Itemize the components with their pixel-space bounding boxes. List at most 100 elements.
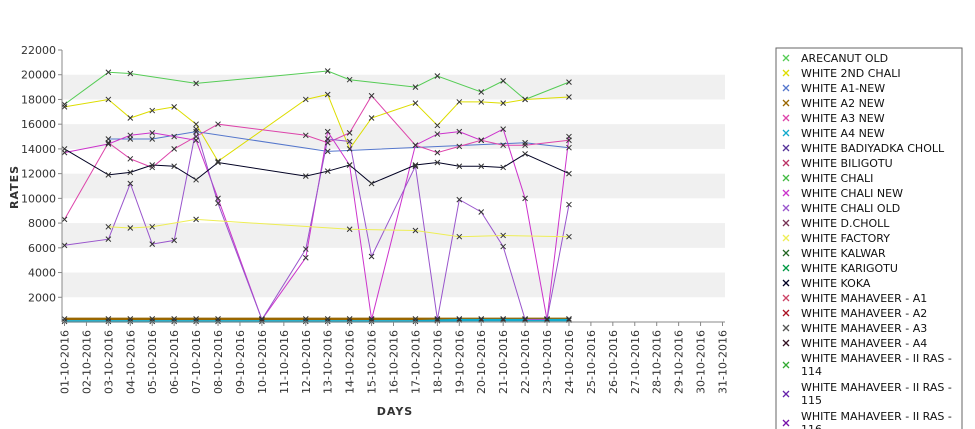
data-point-marker (61, 242, 68, 249)
x-tick-label: 29-10-2016 (673, 330, 686, 394)
data-point-marker (522, 96, 528, 103)
x-tick-label: 22-10-2016 (519, 330, 532, 394)
y-tick-label: 18000 (21, 93, 56, 106)
data-point-marker (61, 316, 68, 322)
x-tick-label: 25-10-2016 (585, 330, 598, 394)
data-point-marker (193, 121, 199, 128)
y-tick-label: 8000 (28, 217, 56, 230)
data-point-marker (105, 316, 112, 322)
data-point-marker (215, 316, 221, 322)
data-point-marker (434, 149, 441, 156)
data-point-marker (434, 316, 441, 323)
data-point-marker (478, 163, 485, 170)
data-point-marker (500, 316, 507, 322)
legend-marker (782, 159, 790, 167)
data-point-marker (127, 316, 134, 322)
grid-band (62, 74, 725, 100)
data-point-marker (456, 316, 463, 322)
data-point-marker (456, 128, 463, 135)
data-point-marker (193, 316, 199, 322)
legend-label: WHITE A4 NEW (801, 127, 885, 140)
data-point-marker (434, 122, 441, 129)
data-point-marker (61, 101, 68, 108)
x-tick-label: 31-10-2016 (717, 330, 730, 394)
legend-marker (782, 69, 790, 77)
legend-label: 116 (801, 423, 822, 429)
data-point-marker (193, 216, 199, 223)
legend-marker (782, 219, 790, 227)
series-markers (61, 68, 572, 325)
y-tick-label: 6000 (28, 242, 56, 255)
legend-marker (782, 144, 790, 152)
legend-items: ARECANUT OLD WHITE 2ND CHALI WHITE A1-NEW W… (782, 52, 952, 429)
data-point-marker (566, 94, 572, 100)
legend-label: WHITE MAHAVEER - II RAS - (801, 352, 952, 365)
data-point-marker (171, 163, 178, 170)
x-tick-label: 20-10-2016 (475, 330, 488, 394)
data-point-marker (105, 172, 112, 178)
x-tick-label: 27-10-2016 (629, 330, 642, 394)
legend-marker (782, 390, 790, 398)
legend-label: WHITE CHALI (801, 172, 873, 185)
data-point-marker (259, 316, 265, 323)
data-point-marker (346, 138, 353, 145)
data-point-marker (368, 316, 375, 323)
data-point-marker (544, 316, 550, 323)
x-tick-label: 17-10-2016 (409, 330, 422, 394)
data-point-marker (127, 225, 134, 231)
legend-marker (782, 264, 790, 272)
legend-label: WHITE A3 NEW (801, 112, 885, 125)
legend-marker (782, 279, 790, 287)
x-tick-labels: 01-10-2016 02-10-2016 03-10-2016 04-10-2016… (59, 330, 730, 394)
grid-band (62, 272, 725, 298)
series-line (64, 93, 570, 163)
data-point-marker (302, 96, 309, 103)
y-tick-label: 4000 (28, 267, 56, 280)
data-point-marker (500, 164, 507, 171)
data-point-marker (434, 73, 441, 79)
data-point-marker (149, 162, 156, 168)
x-tick-label: 19-10-2016 (453, 330, 466, 394)
data-point-marker (434, 159, 441, 166)
data-point-marker (302, 246, 309, 252)
legend-label: WHITE MAHAVEER - II RAS - (801, 381, 952, 394)
data-point-marker (324, 68, 331, 74)
x-tick-label: 10-10-2016 (256, 330, 269, 394)
legend-marker (782, 324, 790, 332)
x-tick-label: 05-10-2016 (146, 330, 159, 394)
data-point-marker (566, 133, 572, 140)
data-point-marker (500, 243, 507, 250)
data-point-marker (324, 168, 331, 175)
data-point-marker (127, 70, 134, 77)
data-point-marker (478, 209, 485, 215)
data-point-marker (149, 107, 156, 114)
data-point-marker (105, 139, 112, 146)
data-point-marker (566, 144, 572, 151)
data-point-marker (193, 80, 199, 87)
x-tick-label: 28-10-2016 (651, 330, 664, 394)
x-tick-label: 03-10-2016 (102, 330, 115, 394)
x-tick-label: 26-10-2016 (607, 330, 620, 394)
legend-label: WHITE MAHAVEER - A4 (801, 337, 927, 350)
data-point-marker (368, 318, 375, 325)
data-point-marker (61, 318, 68, 325)
data-point-marker (324, 136, 331, 142)
x-tick-label: 01-10-2016 (59, 330, 72, 394)
data-point-marker (522, 151, 528, 157)
data-point-marker (566, 79, 572, 85)
grid-band (62, 173, 725, 199)
legend-label: WHITE CHALI NEW (801, 187, 903, 200)
data-point-marker (149, 129, 156, 136)
grid-band (62, 223, 725, 248)
data-point-marker (215, 195, 221, 202)
data-point-marker (412, 163, 419, 170)
legend: ARECANUT OLD WHITE 2ND CHALI WHITE A1-NEW W… (775, 47, 963, 429)
x-tick-label: 24-10-2016 (563, 330, 576, 394)
legend-label: 115 (801, 394, 822, 407)
legend-label: WHITE BILIGOTU (801, 157, 893, 170)
data-point-marker (259, 318, 265, 325)
legend-label: WHITE MAHAVEER - II RAS - (801, 410, 952, 423)
data-point-marker (566, 233, 572, 240)
data-point-marker (149, 241, 156, 247)
